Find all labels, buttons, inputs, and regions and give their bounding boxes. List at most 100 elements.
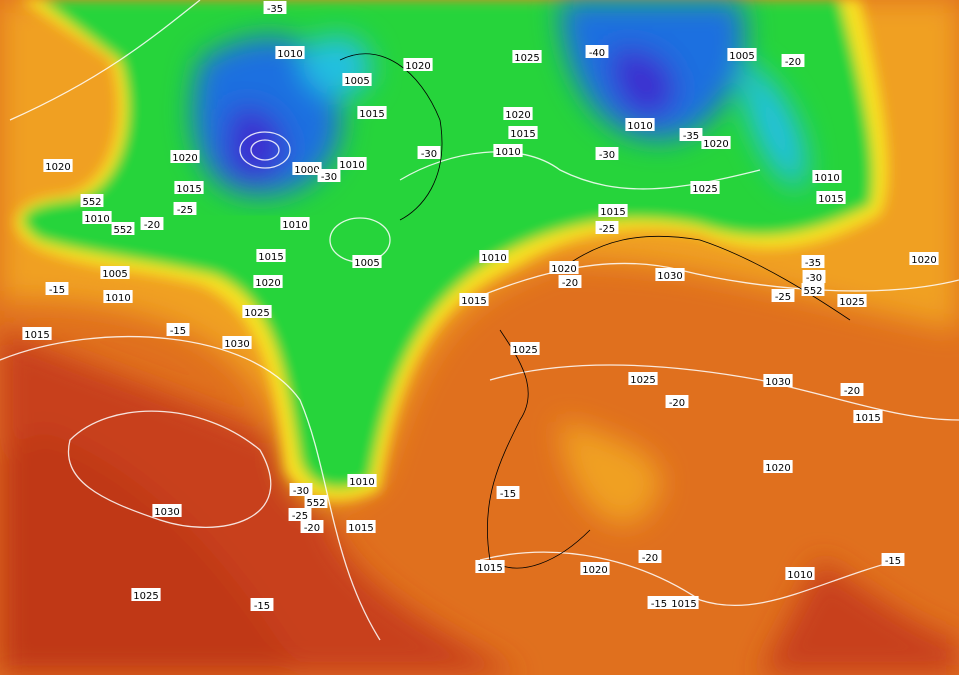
isobar-label: -15 [170, 326, 186, 337]
label-box [256, 249, 286, 262]
isobar-label: 552 [113, 225, 132, 236]
label-box [679, 128, 703, 141]
label-box [280, 217, 310, 230]
label-box [347, 474, 377, 487]
isobar-label: 1025 [244, 308, 269, 319]
isobar-label: -20 [669, 398, 685, 409]
isobar-label: 552 [82, 197, 101, 208]
isobar-label: 1015 [176, 184, 201, 195]
isobar-label: 1020 [505, 110, 530, 121]
label-box [837, 294, 867, 307]
isobar-label: 1015 [855, 413, 880, 424]
label-box [801, 283, 825, 296]
isobar-label: -20 [562, 278, 578, 289]
isobar-label: 1010 [481, 253, 506, 264]
isobar-label: 1015 [671, 599, 696, 610]
label-box [337, 157, 367, 170]
isobar-label: 1020 [405, 61, 430, 72]
label-box [346, 520, 376, 533]
isobar-label: -40 [589, 48, 605, 59]
isobar-label: 1015 [24, 330, 49, 341]
label-box [647, 596, 671, 609]
label-box [292, 162, 322, 175]
label-box [549, 261, 579, 274]
label-box [595, 221, 619, 234]
isobar-label: 1005 [344, 76, 369, 87]
isobar-label: -30 [421, 149, 437, 160]
label-box [289, 483, 313, 496]
isobar-label: -35 [683, 131, 699, 142]
isobar-labels: -35 1010 1005 1020 1025 -40 1005 -20 1015 1020 101… [22, 1, 939, 612]
label-box [82, 211, 112, 224]
isobar-label: 1010 [495, 147, 520, 158]
label-box [174, 181, 204, 194]
label-box [317, 169, 341, 182]
label-box [496, 486, 520, 499]
label-box [459, 293, 489, 306]
label-box [166, 323, 190, 336]
label-box [403, 58, 433, 71]
label-box [801, 255, 825, 268]
isobar-label: 1005 [729, 51, 754, 62]
label-box [840, 383, 864, 396]
isobar-label: 1025 [133, 591, 158, 602]
isobar-label: 1025 [514, 53, 539, 64]
isobar-label: 1030 [154, 507, 179, 518]
isobar-label: -30 [293, 486, 309, 497]
isobar-label: 1010 [339, 160, 364, 171]
isobar-label: -25 [599, 224, 615, 235]
label-box [655, 268, 685, 281]
label-box [493, 144, 523, 157]
isobar-label: -30 [321, 172, 337, 183]
label-box [802, 270, 826, 283]
label-box [665, 395, 689, 408]
label-box [816, 191, 846, 204]
label-box [242, 305, 272, 318]
isobar-label: 1010 [105, 293, 130, 304]
label-box [22, 327, 52, 340]
label-box [475, 560, 505, 573]
isobar-label: 1020 [703, 139, 728, 150]
isobar-label: -20 [844, 386, 860, 397]
label-box [300, 520, 324, 533]
label-box [763, 460, 793, 473]
label-box [625, 118, 655, 131]
label-box [222, 336, 252, 349]
label-box [690, 181, 720, 194]
isobar-label: 1015 [258, 252, 283, 263]
label-box [103, 290, 133, 303]
isobar-label: 1010 [787, 570, 812, 581]
label-box [152, 504, 182, 517]
label-box [357, 106, 387, 119]
label-box [881, 553, 905, 566]
label-box [342, 73, 372, 86]
label-box [170, 150, 200, 163]
isobar-label: 1015 [818, 194, 843, 205]
label-box [781, 54, 805, 67]
isobar-label: 1020 [551, 264, 576, 275]
isobar-label: -25 [292, 511, 308, 522]
isobar-label: 1010 [349, 477, 374, 488]
label-box [595, 147, 619, 160]
isobar-label: -15 [254, 601, 270, 612]
label-box [785, 567, 815, 580]
label-box [111, 222, 135, 235]
isobar-label: 1005 [354, 258, 379, 269]
isobar-label: -15 [885, 556, 901, 567]
label-box [140, 217, 164, 230]
isobar-label: 1010 [282, 220, 307, 231]
label-box [253, 275, 283, 288]
label-box [80, 194, 104, 207]
label-box [701, 136, 731, 149]
label-box [417, 146, 441, 159]
isobar-label: 1020 [911, 255, 936, 266]
isobar-label: 1020 [255, 278, 280, 289]
label-box [173, 202, 197, 215]
label-box [853, 410, 883, 423]
isobar-label: 1010 [814, 173, 839, 184]
isobar-label: -20 [642, 553, 658, 564]
label-box [628, 372, 658, 385]
isobar-label: 1015 [359, 109, 384, 120]
